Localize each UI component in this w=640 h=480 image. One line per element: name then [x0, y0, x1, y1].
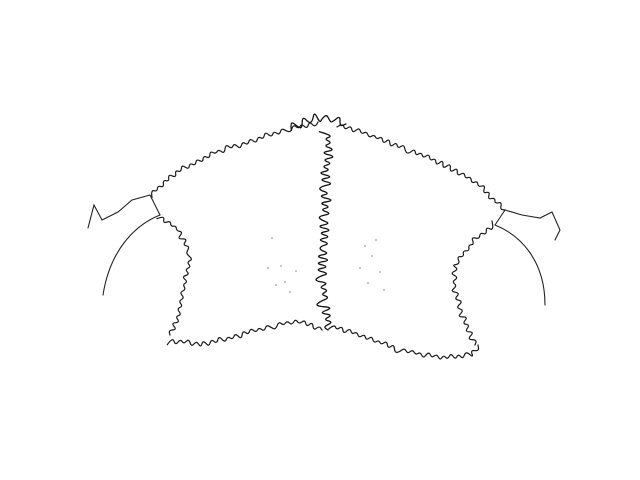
- stipple-dot: [359, 267, 361, 269]
- left-arc: [102, 214, 161, 296]
- right-process-joint: [494, 209, 506, 226]
- right-flank-edge: [451, 220, 494, 346]
- stipple-dot: [271, 237, 273, 239]
- midline-suture-line: [315, 131, 334, 331]
- specimen-outline: [151, 113, 506, 360]
- stipple-dot: [275, 284, 277, 286]
- left-flank-edge: [156, 216, 192, 336]
- right-arc: [494, 224, 546, 306]
- right-process: [494, 209, 561, 306]
- left-process-outline: [87, 194, 151, 229]
- stipple-dot: [295, 270, 297, 272]
- stipple-dot: [367, 282, 369, 284]
- stipple-dot: [364, 245, 366, 247]
- stipple-dots: [267, 237, 385, 293]
- top-center-edge: [290, 113, 347, 131]
- stipple-dot: [371, 255, 373, 257]
- stipple-dot: [375, 239, 377, 241]
- midline-suture: [315, 131, 334, 331]
- right-process-outline: [504, 209, 561, 241]
- stipple-dot: [280, 265, 282, 267]
- stipple-dot: [383, 289, 385, 291]
- stipple-dot: [284, 281, 286, 283]
- left-process: [87, 194, 161, 296]
- stipple-dot: [267, 267, 269, 269]
- bottom-edge-left: [166, 319, 323, 347]
- top-edge-left: [151, 121, 319, 198]
- bottom-edge-right: [328, 325, 480, 360]
- stipple-dot: [289, 291, 291, 293]
- left-process-joint: [149, 194, 161, 216]
- top-edge-right: [336, 124, 506, 211]
- stipple-dot: [379, 271, 381, 273]
